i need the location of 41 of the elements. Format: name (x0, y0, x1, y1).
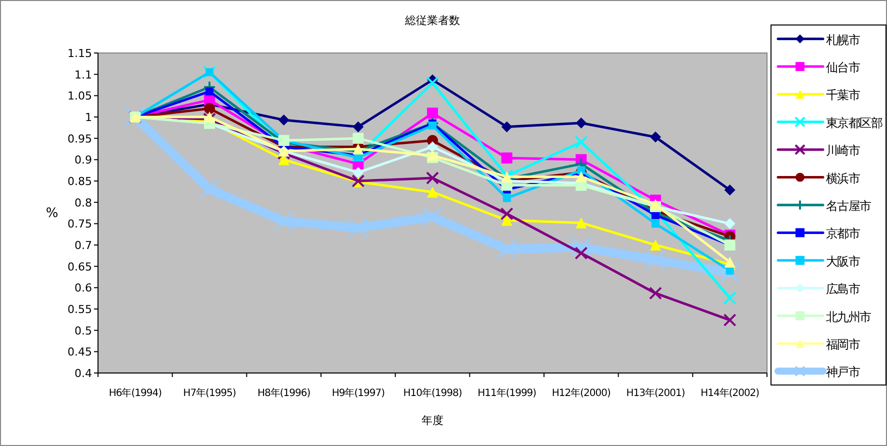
y-tick-label: 0.5 (74, 324, 92, 338)
legend-label: 大阪市 (826, 254, 860, 268)
y-tick-label: 1.05 (68, 90, 92, 103)
x-tick-label: H11年(1999) (478, 387, 537, 399)
y-tick-label: 1.1 (74, 68, 92, 82)
x-tick-label: H14年(2002) (700, 387, 760, 399)
y-tick-label: 0.65 (68, 260, 92, 274)
y-tick-label: 1.15 (68, 47, 92, 60)
y-tick-label: 0.8 (74, 196, 92, 210)
y-axis-title: % (46, 206, 58, 221)
legend-label: 横浜市 (826, 171, 860, 186)
x-tick-label: H12年(2000) (552, 387, 612, 399)
x-tick-label: H6年(1994) (108, 387, 162, 399)
x-tick-label: H13年(2001) (626, 387, 686, 399)
x-tick-label: H7年(1995) (183, 387, 236, 399)
y-tick-label: 0.4 (74, 367, 92, 380)
y-tick-label: 0.95 (68, 132, 92, 146)
legend-label: 東京都区部 (826, 116, 883, 130)
x-tick-label: H10年(1998) (403, 387, 462, 399)
legend-label: 名古屋市 (826, 199, 872, 213)
legend-label: 川崎市 (826, 144, 860, 158)
y-tick-label: 0.45 (68, 346, 92, 359)
x-axis-title: 年度 (422, 414, 444, 427)
y-tick-label: 0.55 (68, 303, 92, 316)
legend-label: 神戸市 (826, 365, 860, 380)
y-tick-label: 0.9 (74, 154, 92, 167)
legend-label: 北九州市 (826, 310, 872, 324)
legend-label: 千葉市 (826, 88, 860, 102)
legend-label: 京都市 (826, 226, 860, 241)
y-tick-label: 1 (85, 111, 92, 124)
legend-label: 福岡市 (826, 337, 860, 352)
y-tick-label: 0.75 (68, 218, 92, 231)
y-tick-label: 0.6 (74, 282, 92, 295)
x-tick-label: H9年(1997) (332, 387, 386, 399)
y-tick-label: 0.7 (74, 239, 92, 252)
legend-label: 仙台市 (826, 60, 860, 75)
y-tick-label: 0.85 (68, 175, 92, 188)
legend-label: 札幌市 (826, 32, 860, 47)
chart-title: 総従業者数 (404, 14, 460, 27)
x-tick-label: H8年(1996) (258, 387, 311, 399)
legend-label: 広島市 (826, 282, 860, 296)
